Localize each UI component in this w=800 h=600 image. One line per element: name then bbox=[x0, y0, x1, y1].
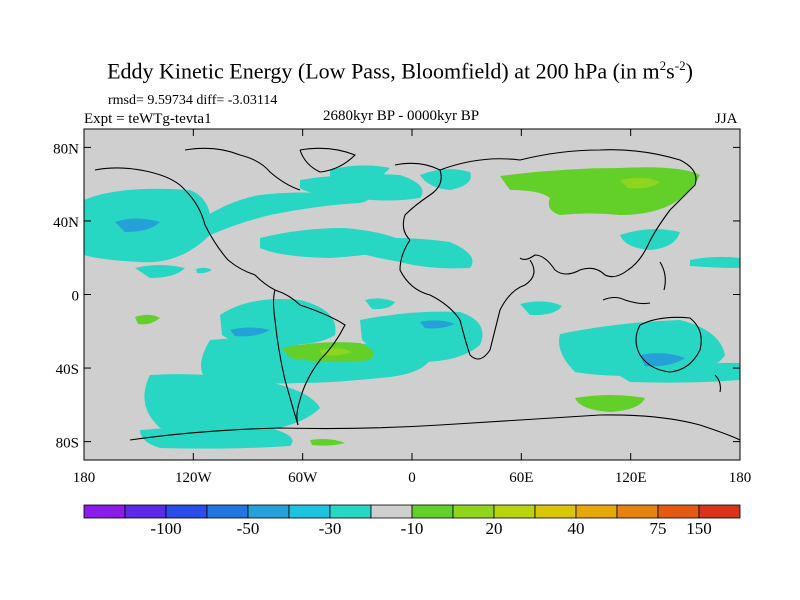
lat-label: 80S bbox=[56, 436, 79, 452]
colorbar-swatch bbox=[452, 504, 495, 519]
colorbar-swatch bbox=[329, 504, 372, 519]
colorbar-label: 20 bbox=[485, 519, 503, 538]
colorbar-swatch bbox=[247, 504, 290, 519]
colorbar-label: 150 bbox=[686, 519, 712, 538]
longitude-axis: 180 120W 60W 0 60E 120E 180 bbox=[73, 129, 752, 486]
lon-label: 60E bbox=[509, 470, 533, 486]
experiment-label: Expt = teWTg-tevta1 bbox=[84, 111, 212, 127]
colorbar bbox=[83, 504, 741, 519]
colorbar-swatch bbox=[124, 504, 167, 519]
lon-label: 0 bbox=[408, 470, 416, 486]
lat-label: 40S bbox=[56, 362, 79, 378]
colorbar-swatch bbox=[698, 504, 741, 519]
strong-negative-regions bbox=[115, 218, 685, 367]
lat-label: 40N bbox=[53, 215, 79, 231]
colorbar-swatch bbox=[534, 504, 577, 519]
latitude-axis: 80N 40N 0 40S 80S bbox=[53, 141, 740, 452]
colorbar-label: -10 bbox=[400, 519, 424, 538]
period-label: 2680kyr BP - 0000kyr BP bbox=[323, 108, 480, 124]
colorbar-swatch bbox=[493, 504, 536, 519]
colorbar-swatch bbox=[206, 504, 249, 519]
colorbar-swatch bbox=[411, 504, 454, 519]
colorbar-swatch bbox=[288, 504, 331, 519]
stats-text: rmsd= 9.59734 diff= -3.03114 bbox=[108, 93, 278, 108]
lon-label: 120E bbox=[615, 470, 647, 486]
lon-label: 120W bbox=[175, 470, 213, 486]
colorbar-swatch bbox=[165, 504, 208, 519]
colorbar-label: -100 bbox=[150, 519, 182, 538]
colorbar-swatch bbox=[83, 504, 126, 519]
colorbar-swatch bbox=[575, 504, 618, 519]
lon-label: 180 bbox=[73, 470, 96, 486]
lon-label: 60W bbox=[288, 470, 318, 486]
colorbar-swatch bbox=[616, 504, 659, 519]
season-label: JJA bbox=[715, 111, 738, 127]
colorbar-label: -50 bbox=[236, 519, 260, 538]
colorbar-swatch bbox=[370, 504, 413, 519]
lat-label: 80N bbox=[53, 141, 79, 157]
colorbar-label: 75 bbox=[649, 519, 667, 538]
colorbar-label: -30 bbox=[318, 519, 342, 538]
map-plot-area bbox=[84, 129, 740, 460]
colorbar-swatch bbox=[657, 504, 700, 519]
colorbar-label: 40 bbox=[567, 519, 585, 538]
lat-label: 0 bbox=[72, 289, 80, 305]
moderate-positive-regions bbox=[320, 177, 660, 356]
lon-label: 180 bbox=[729, 470, 752, 486]
coastlines bbox=[94, 147, 740, 441]
plot-title: Eddy Kinetic Energy (Low Pass, Bloomfiel… bbox=[107, 58, 693, 84]
